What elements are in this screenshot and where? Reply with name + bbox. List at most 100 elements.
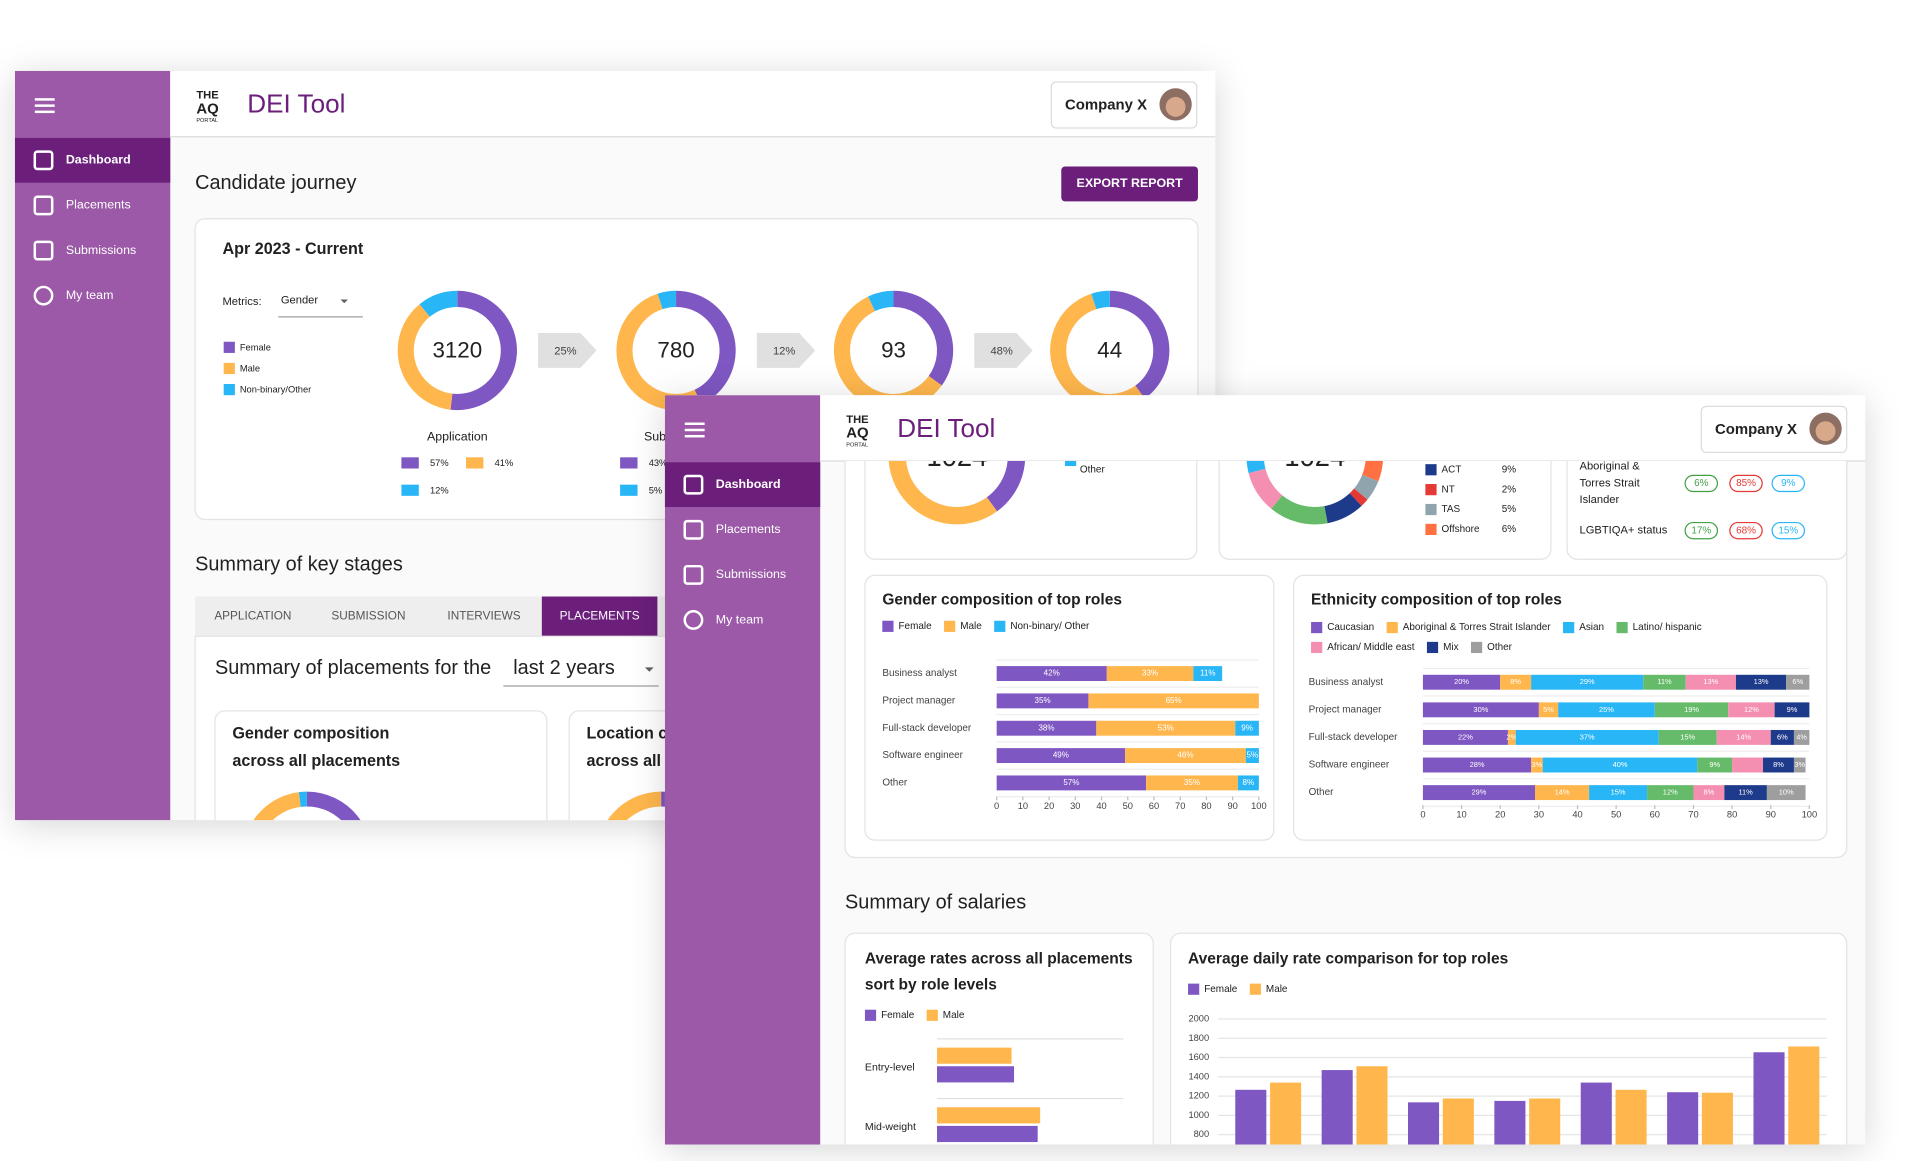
category-label: Mid-weight — [865, 1121, 916, 1133]
legend-swatch — [223, 362, 235, 375]
x-tick-label: 10 — [1456, 810, 1466, 820]
legend-label: Female — [240, 342, 271, 352]
bar-label: 10% — [1779, 788, 1794, 797]
bar-segment — [1793, 729, 1810, 745]
bar-label: 8% — [1243, 778, 1255, 787]
bar — [937, 1066, 1015, 1083]
logo: AQ — [846, 426, 868, 442]
bar-segment — [1770, 729, 1794, 745]
donut-segment — [1091, 290, 1110, 310]
app-title: DEI Tool — [897, 413, 995, 443]
identity-label: Islander — [1579, 494, 1619, 506]
card-title: sort by role levels — [865, 977, 997, 994]
bar-label: 5% — [1543, 705, 1554, 714]
bar-segment — [1732, 757, 1764, 773]
bar-segment — [1786, 674, 1810, 690]
bar-segment — [1558, 702, 1655, 718]
bar-label: 57% — [1063, 778, 1079, 787]
tab-active[interactable] — [541, 596, 658, 637]
legend-swatch — [1386, 621, 1398, 634]
legend-swatch — [1616, 621, 1628, 634]
nav-active — [664, 462, 821, 508]
share-label: 57% — [430, 458, 449, 468]
x-tick-label: 60 — [1650, 810, 1660, 820]
bar-segment — [1654, 702, 1729, 718]
conversion-arrow — [538, 333, 597, 368]
nav-item[interactable]: Dashboard — [66, 153, 131, 167]
tab[interactable]: SUBMISSION — [331, 608, 405, 622]
nav-item[interactable]: Dashboard — [716, 477, 781, 491]
app-title: DEI Tool — [247, 89, 345, 119]
company-button[interactable] — [1700, 405, 1848, 453]
bar-label: 28% — [1470, 760, 1485, 769]
legend-swatch — [223, 384, 235, 396]
bar-label: 29% — [1580, 677, 1595, 686]
tab[interactable]: APPLICATION — [214, 608, 291, 622]
section-title: Summary of salaries — [845, 892, 1026, 914]
bar-label: 42% — [1044, 669, 1060, 678]
nav-active — [14, 137, 171, 183]
x-tick-label: 40 — [1096, 801, 1106, 811]
nav-item[interactable]: Placements — [66, 198, 131, 212]
y-tick-label: 2000 — [1188, 1013, 1209, 1023]
bar — [1408, 1102, 1440, 1145]
dropdown-arrow[interactable] — [644, 667, 654, 672]
bar-label: 14% — [1555, 788, 1570, 797]
nav-item[interactable]: Submissions — [66, 243, 136, 257]
tab[interactable]: PLACEMENTS — [560, 608, 640, 622]
bar-segment — [1542, 757, 1698, 773]
y-tick-label: 1800 — [1188, 1033, 1209, 1043]
legend-value: 5% — [1502, 504, 1517, 515]
share-label: 12% — [430, 485, 449, 495]
legend-label: Offshore — [1442, 524, 1480, 535]
nav-item[interactable]: My team — [66, 288, 114, 302]
bar-label: 49% — [1053, 751, 1069, 760]
conversion-label: 25% — [554, 346, 576, 358]
bar-segment — [1125, 748, 1246, 764]
bar — [937, 1107, 1041, 1124]
bar-label: 35% — [1034, 696, 1050, 705]
pill-label: 85% — [1736, 478, 1756, 489]
legend-value: 6% — [1502, 524, 1517, 535]
range-value: last 2 years — [513, 657, 615, 679]
bar-label: 14% — [1736, 732, 1751, 741]
donut-segment — [657, 290, 677, 310]
x-tick-label: 50 — [1611, 810, 1621, 820]
bar-label: 19% — [1684, 705, 1699, 714]
x-tick-label: 10 — [1018, 801, 1028, 811]
pill — [1729, 521, 1763, 540]
window: Dashboard Placements Submissions My team THE… — [664, 395, 1866, 1145]
tab[interactable]: INTERVIEWS — [447, 608, 520, 622]
dropdown-arrow[interactable] — [340, 299, 348, 304]
conversion-arrow — [756, 333, 816, 368]
bar — [1356, 1066, 1388, 1145]
donut-segment — [253, 792, 301, 821]
category-label: Software engineer — [1309, 760, 1390, 771]
nav-item[interactable]: Placements — [716, 522, 781, 536]
bar-label: 22% — [1458, 732, 1473, 741]
company-button[interactable] — [1050, 81, 1198, 129]
x-tick-label: 30 — [1070, 801, 1080, 811]
bar-segment — [1724, 785, 1767, 801]
sidebar — [14, 70, 171, 821]
nav-item[interactable]: My team — [716, 612, 764, 626]
bar-label: 65% — [1166, 696, 1182, 705]
bar-label: 53% — [1158, 723, 1174, 732]
bar — [1494, 1100, 1526, 1145]
y-tick-label: 1000 — [1188, 1110, 1209, 1120]
legend-label: Female — [881, 1010, 915, 1021]
bar-segment — [1716, 729, 1771, 745]
pill-label: 9% — [1781, 478, 1796, 489]
donut-segment — [1050, 293, 1145, 411]
nav-icon — [33, 285, 54, 306]
x-tick-label: 0 — [994, 801, 999, 811]
legend-label: Latino/ hispanic — [1633, 622, 1702, 633]
export-button[interactable] — [1061, 166, 1198, 202]
bar-segment — [1422, 674, 1501, 690]
bar-segment — [1735, 674, 1787, 690]
legend-swatch — [401, 484, 419, 496]
legend-swatch — [926, 1009, 938, 1021]
logo: AQ — [196, 101, 218, 117]
x-tick-label: 70 — [1175, 801, 1185, 811]
nav-item[interactable]: Submissions — [716, 567, 786, 581]
